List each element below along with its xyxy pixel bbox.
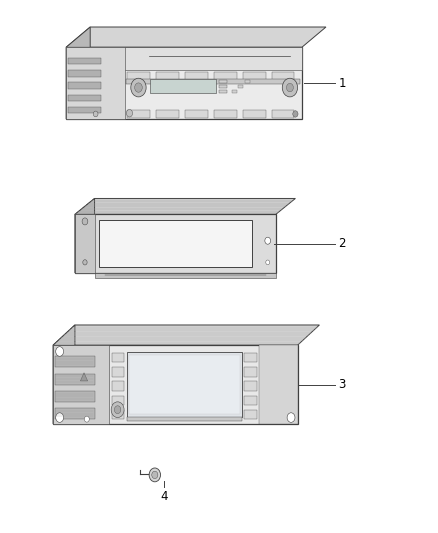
Circle shape <box>127 109 133 117</box>
Bar <box>75 214 95 273</box>
Bar <box>127 72 150 79</box>
Circle shape <box>131 78 146 97</box>
Bar <box>156 110 179 118</box>
Polygon shape <box>66 27 90 119</box>
Bar <box>55 374 95 384</box>
Bar <box>156 72 179 79</box>
Text: 2: 2 <box>338 237 346 250</box>
Bar <box>55 391 95 402</box>
Bar <box>112 395 124 405</box>
Circle shape <box>265 237 271 244</box>
Circle shape <box>134 83 142 92</box>
Bar <box>68 94 101 101</box>
Bar <box>244 367 257 377</box>
Bar <box>112 353 124 362</box>
Bar <box>53 345 110 424</box>
Circle shape <box>287 413 295 422</box>
Bar <box>112 367 124 377</box>
Polygon shape <box>75 198 95 273</box>
Bar <box>53 345 297 424</box>
Polygon shape <box>81 373 88 381</box>
Circle shape <box>111 402 124 417</box>
Bar <box>68 58 101 64</box>
Polygon shape <box>53 325 75 424</box>
Bar <box>66 47 125 119</box>
Bar <box>245 79 250 83</box>
Bar <box>75 214 276 273</box>
Circle shape <box>82 218 88 225</box>
Polygon shape <box>53 325 319 345</box>
Bar <box>66 47 302 119</box>
Circle shape <box>56 346 64 356</box>
Circle shape <box>293 111 298 117</box>
Bar <box>68 83 101 89</box>
Text: 3: 3 <box>338 378 346 391</box>
Bar <box>127 79 300 84</box>
Bar <box>232 90 237 93</box>
Bar <box>244 353 257 362</box>
Bar <box>243 72 265 79</box>
Bar <box>272 110 294 118</box>
Circle shape <box>114 406 121 414</box>
Bar <box>219 90 227 93</box>
Bar <box>112 410 124 419</box>
Bar <box>272 72 294 79</box>
Bar <box>238 85 244 88</box>
Bar <box>129 355 240 414</box>
Bar <box>259 345 297 424</box>
Bar <box>68 107 101 113</box>
Bar <box>244 410 257 419</box>
Bar <box>127 352 242 417</box>
Bar <box>151 79 216 93</box>
Bar <box>185 72 208 79</box>
Circle shape <box>149 468 160 482</box>
Polygon shape <box>75 198 295 214</box>
Bar <box>185 110 208 118</box>
Bar <box>214 72 237 79</box>
Bar <box>219 85 227 88</box>
Polygon shape <box>66 27 326 47</box>
Bar <box>219 79 227 83</box>
Bar <box>55 356 95 367</box>
Circle shape <box>56 413 64 422</box>
Bar <box>99 220 252 267</box>
Bar <box>127 417 242 422</box>
Circle shape <box>152 471 158 479</box>
Bar <box>95 273 276 278</box>
Bar <box>244 382 257 391</box>
Bar <box>66 47 302 70</box>
Bar <box>55 408 95 419</box>
Bar <box>243 110 265 118</box>
Bar <box>244 395 257 405</box>
Circle shape <box>286 83 293 92</box>
Circle shape <box>266 260 270 265</box>
Bar <box>127 110 150 118</box>
Circle shape <box>93 111 98 117</box>
Bar <box>68 70 101 77</box>
Circle shape <box>282 78 297 97</box>
Bar <box>214 110 237 118</box>
Circle shape <box>83 260 87 265</box>
Text: 1: 1 <box>338 77 346 90</box>
Text: 4: 4 <box>161 490 168 503</box>
Bar <box>112 382 124 391</box>
Circle shape <box>85 416 89 422</box>
